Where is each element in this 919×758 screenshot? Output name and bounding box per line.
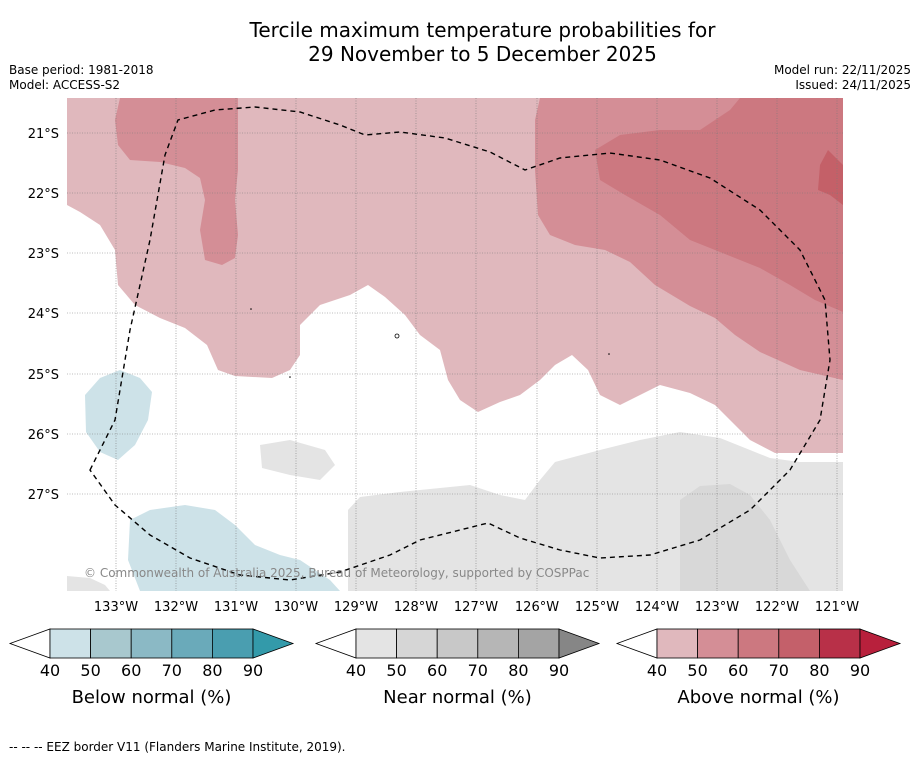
below-normal-region-west	[85, 370, 152, 460]
longitude-labels: 133°W 132°W 131°W 130°W 129°W 128°W 127°W 126°W…	[94, 600, 859, 615]
colorbar-segment	[355, 628, 397, 659]
colorbar: 40 50 60 70 80 90 Above normal (%)	[615, 628, 902, 708]
colorbar-segment	[518, 628, 560, 659]
lon-label: 125°W	[575, 600, 619, 615]
lat-label: 21°S	[28, 127, 59, 142]
lon-label: 121°W	[815, 600, 859, 615]
colorbar-segment	[130, 628, 173, 659]
colorbar-segment	[656, 628, 698, 659]
lon-label: 132°W	[154, 600, 198, 615]
near-normal-small	[260, 440, 335, 480]
lat-label: 23°S	[28, 247, 59, 262]
above-normal-50-top	[605, 98, 645, 110]
below-normal-region-south	[128, 505, 340, 591]
eez-footnote: -- -- -- EEZ border V11 (Flanders Marine…	[9, 740, 346, 754]
colorbar-tick: 70	[468, 661, 488, 680]
colorbar-segment	[436, 628, 479, 659]
colorbar-tick: 50	[386, 661, 406, 680]
lat-label: 27°S	[28, 488, 59, 503]
colorbar-segment	[697, 628, 739, 659]
island-marker	[394, 333, 400, 339]
colorbar-segment	[211, 628, 254, 659]
lat-label: 26°S	[28, 428, 59, 443]
above-normal-50-west	[115, 98, 238, 265]
colorbar-tick: 40	[647, 661, 667, 680]
colorbar-segment	[778, 628, 820, 659]
colorbar-tick: 60	[121, 661, 141, 680]
colorbar-tick: 50	[687, 661, 707, 680]
lat-label: 22°S	[28, 187, 59, 202]
colorbar-tick: 70	[162, 661, 182, 680]
lon-label: 128°W	[394, 600, 438, 615]
colorbar-label: Below normal (%)	[72, 687, 232, 708]
colorbar-label: Above normal (%)	[677, 687, 839, 708]
colorbar-tick: 60	[728, 661, 748, 680]
meta-left: Base period: 1981-2018 Model: ACCESS-S2	[9, 63, 154, 93]
colorbar-over-arrow	[859, 628, 902, 659]
model-name: Model: ACCESS-S2	[9, 78, 121, 92]
colorbar-segment	[396, 628, 438, 659]
title-line-2: 29 November to 5 December 2025	[308, 42, 657, 66]
lon-label: 133°W	[94, 600, 138, 615]
colorbar-segment	[819, 628, 861, 659]
island-dot-1	[250, 308, 252, 310]
lat-label: 24°S	[28, 307, 59, 322]
colorbar-segment	[49, 628, 91, 659]
colorbar-tick: 80	[202, 661, 222, 680]
island-dot-2	[289, 376, 291, 378]
colorbar-over-arrow	[558, 628, 601, 659]
lon-label: 122°W	[755, 600, 799, 615]
colorbar-label: Near normal (%)	[383, 687, 532, 708]
colorbar-under-arrow	[615, 628, 658, 659]
lon-label: 123°W	[695, 600, 739, 615]
latitude-labels: 21°S 22°S 23°S 24°S 25°S 26°S 27°S	[28, 127, 59, 503]
near-normal-region-dark	[680, 484, 810, 591]
model-run: Model run: 22/11/2025	[773, 63, 911, 77]
colorbar-tick: 90	[850, 661, 870, 680]
colorbar-segment	[90, 628, 132, 659]
graticule	[67, 98, 843, 591]
colorbar-tick: 80	[809, 661, 829, 680]
lon-label: 127°W	[454, 600, 498, 615]
colorbar-segment	[737, 628, 780, 659]
colorbar-under-arrow	[314, 628, 357, 659]
colorbar-tick: 50	[80, 661, 100, 680]
lon-label: 124°W	[635, 600, 679, 615]
copyright-notice: © Commonwealth of Australia 2025, Bureau…	[84, 566, 589, 580]
lon-label: 129°W	[334, 600, 378, 615]
eez-border	[89, 106, 831, 581]
issued-date: Issued: 24/11/2025	[795, 78, 911, 92]
probability-fields	[67, 98, 843, 591]
colorbar-over-arrow	[252, 628, 295, 659]
colorbars: 40 50 60 70 80 90 Below normal (%) 40 50 60 70 80 90…	[8, 628, 902, 708]
lon-label: 126°W	[515, 600, 559, 615]
colorbar-tick: 40	[40, 661, 60, 680]
meta-right: Model run: 22/11/2025 Issued: 24/11/2025	[774, 63, 911, 93]
colorbar: 40 50 60 70 80 90 Below normal (%)	[8, 628, 295, 708]
colorbar: 40 50 60 70 80 90 Near normal (%)	[314, 628, 601, 708]
title-line-1: Tercile maximum temperature probabilitie…	[249, 18, 716, 42]
colorbar-tick: 90	[549, 661, 569, 680]
colorbar-tick: 80	[508, 661, 528, 680]
lat-label: 25°S	[28, 368, 59, 383]
island-dot-3	[608, 353, 610, 355]
colorbar-tick: 70	[769, 661, 789, 680]
lon-label: 131°W	[214, 600, 258, 615]
colorbar-tick: 60	[427, 661, 447, 680]
near-normal-corner	[67, 576, 110, 591]
lon-label: 130°W	[274, 600, 318, 615]
base-period: Base period: 1981-2018	[9, 63, 154, 77]
colorbar-tick: 90	[243, 661, 263, 680]
colorbar-segment	[477, 628, 519, 659]
map-title: Tercile maximum temperature probabilitie…	[0, 18, 919, 66]
colorbar-segment	[171, 628, 213, 659]
colorbar-tick: 40	[346, 661, 366, 680]
colorbar-under-arrow	[8, 628, 51, 659]
